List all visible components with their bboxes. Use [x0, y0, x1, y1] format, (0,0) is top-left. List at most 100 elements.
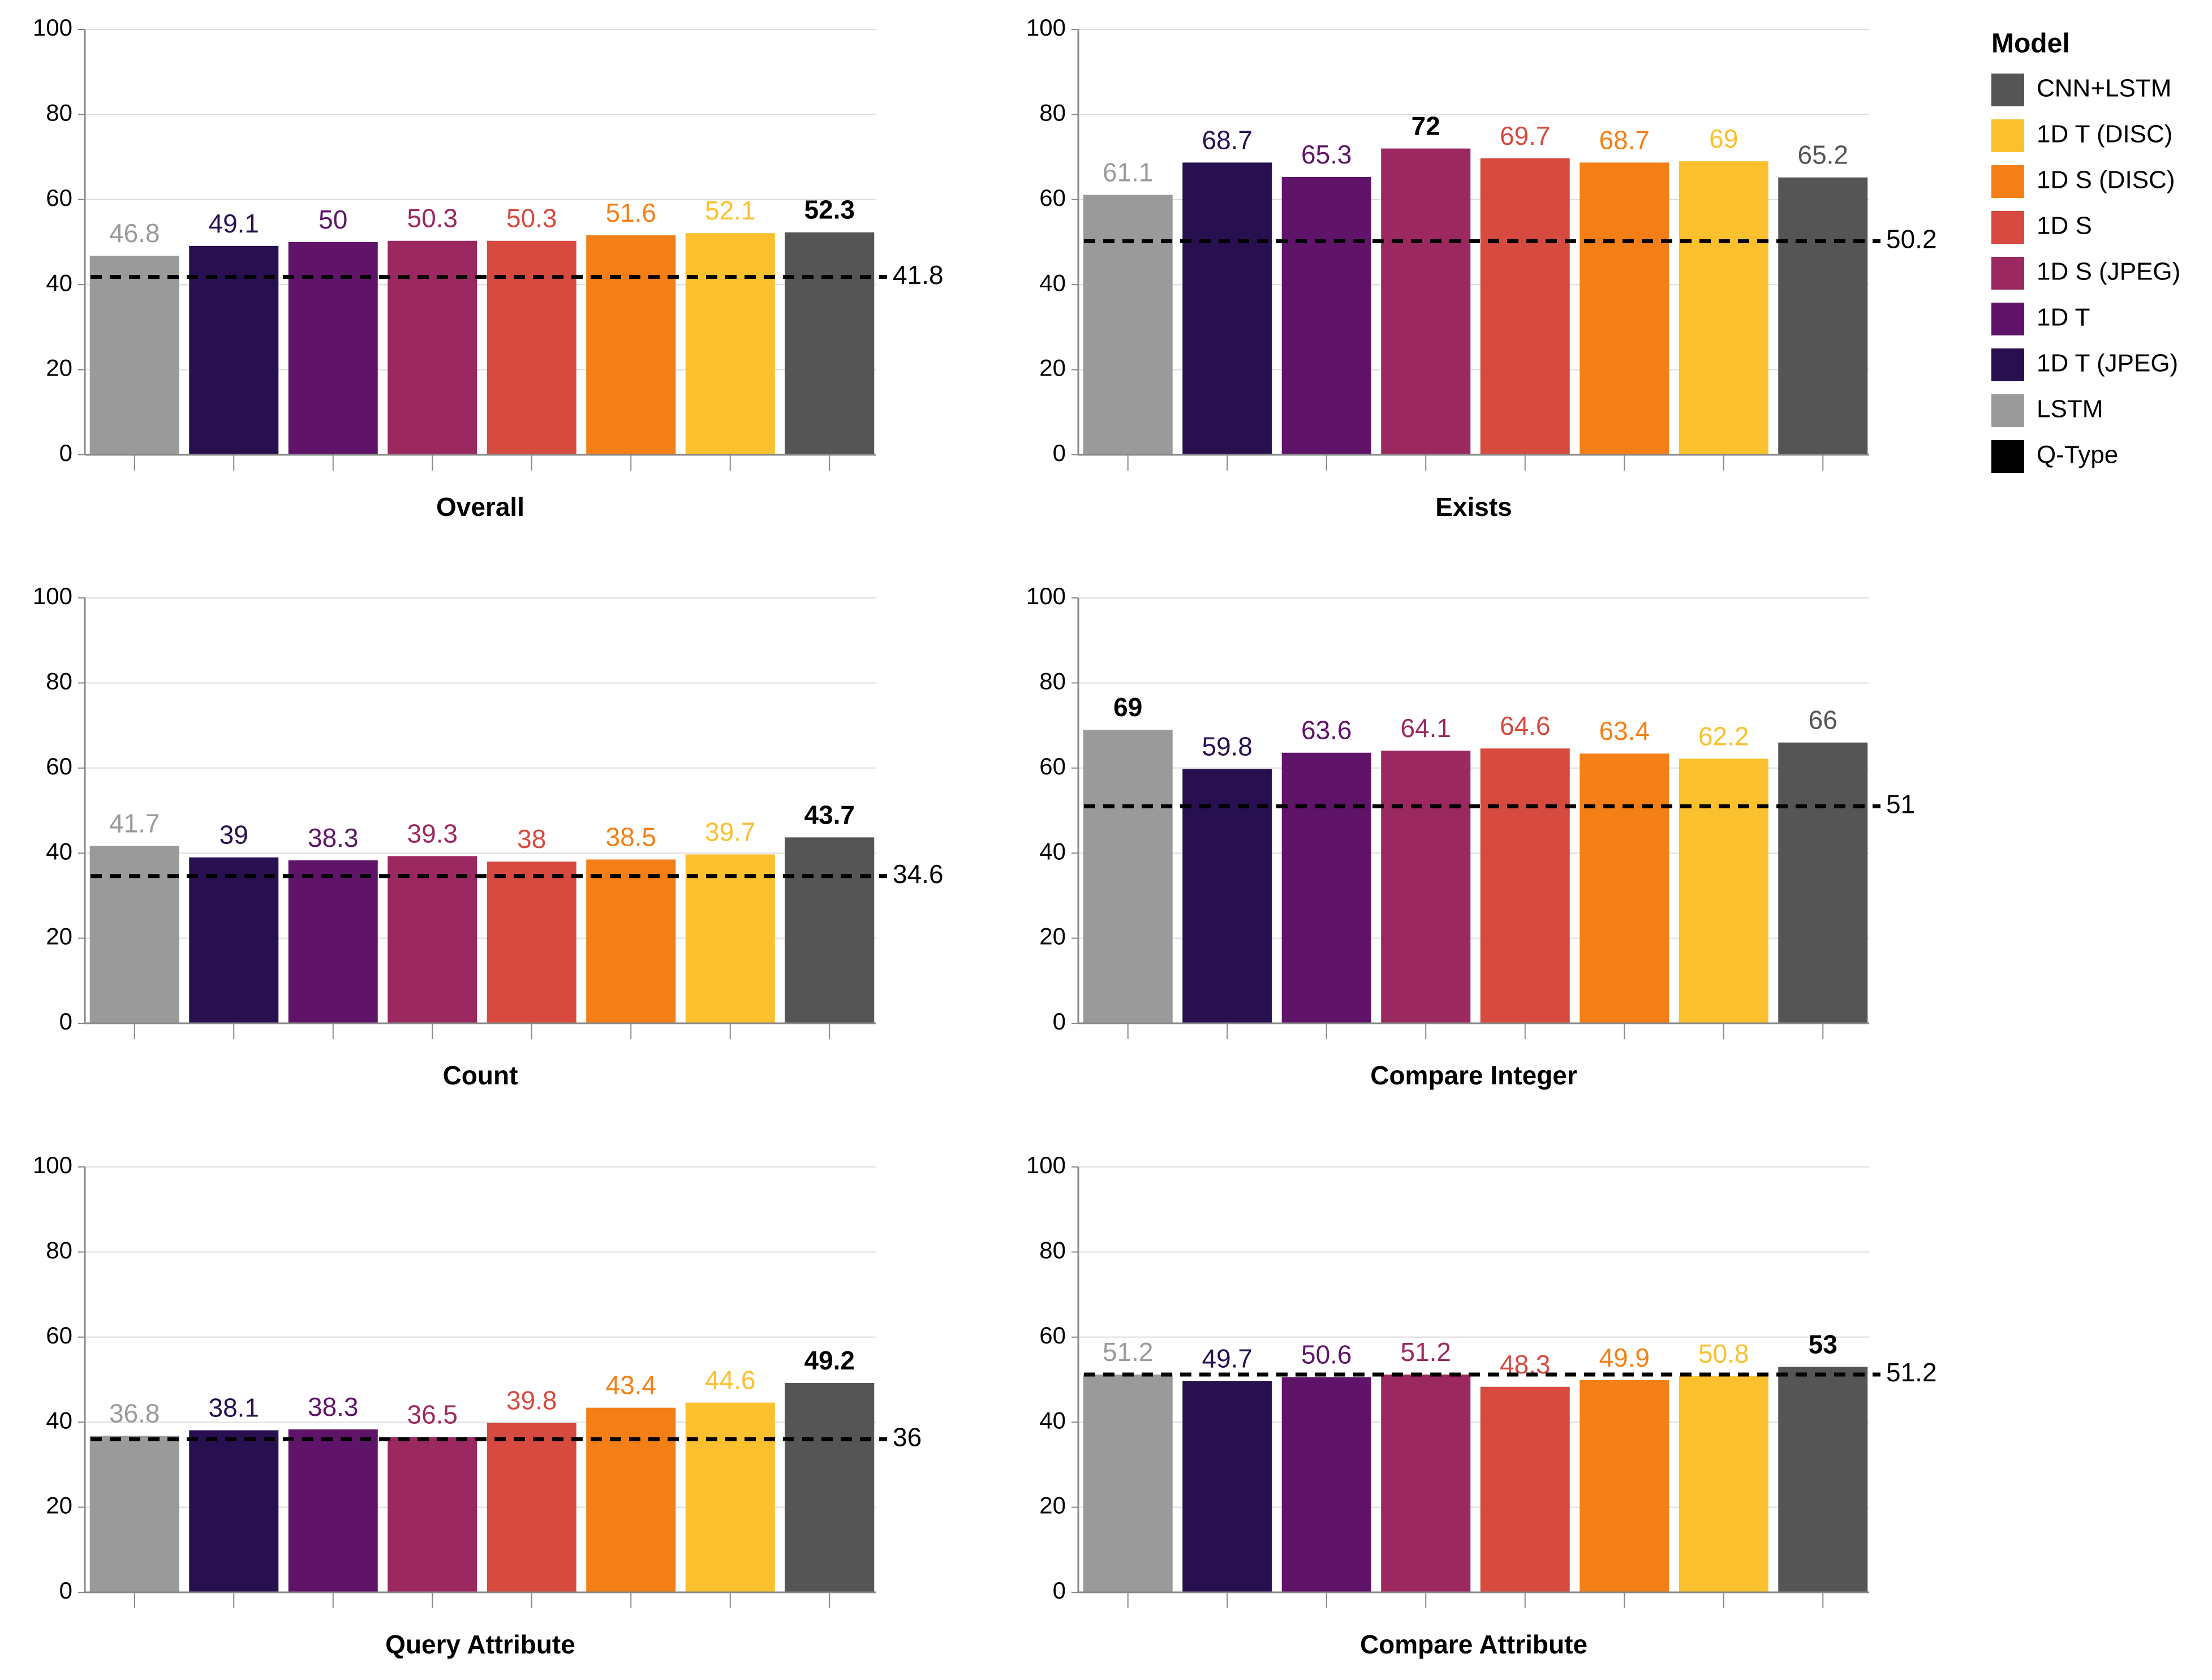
- y-tick-label: 60: [1039, 1322, 1066, 1349]
- data-label: 53: [1809, 1329, 1837, 1359]
- legend-swatch: [1991, 119, 2024, 152]
- legend-swatch: [1991, 74, 2024, 106]
- bar-cnn-lstm: [1778, 177, 1868, 455]
- legend-swatch: [1991, 348, 2024, 381]
- legend-title: Model: [1991, 29, 2070, 59]
- bar-1d-t: [1281, 1377, 1371, 1592]
- bar-1d-s-disc: [586, 1407, 676, 1592]
- data-label: 61.1: [1103, 158, 1154, 187]
- data-label: 69: [1709, 124, 1738, 153]
- data-label: 49.9: [1599, 1343, 1650, 1372]
- y-tick-label: 40: [1039, 269, 1066, 296]
- y-tick-label: 20: [1039, 923, 1066, 950]
- chart-panel-1: 0 20 40 60 80 100 46.8 49.1 50 50.3 50.3 51.6 52.1 52…: [33, 14, 944, 522]
- y-tick-label: 60: [1039, 184, 1066, 211]
- data-label: 49.7: [1202, 1343, 1253, 1373]
- qtype-reference-label: 41.8: [893, 260, 944, 290]
- y-tick-label: 60: [46, 1322, 72, 1349]
- bar-1d-s: [487, 240, 576, 455]
- data-label: 52.3: [804, 195, 855, 225]
- y-tick-label: 40: [1039, 838, 1066, 864]
- bar-cnn-lstm: [785, 837, 875, 1023]
- data-label: 39.7: [705, 817, 756, 846]
- data-label: 38.3: [308, 1392, 359, 1421]
- y-tick-label: 0: [1053, 440, 1066, 466]
- y-tick-label: 0: [59, 1008, 72, 1035]
- bar-1d-t: [288, 242, 378, 455]
- bar-lstm: [89, 1436, 179, 1592]
- y-tick-label: 0: [1053, 1577, 1066, 1604]
- bar-1d-t-disc: [685, 1402, 775, 1592]
- legend-label: 1D T: [2037, 304, 2090, 331]
- y-tick-label: 100: [33, 14, 72, 41]
- y-tick-label: 80: [1039, 99, 1066, 126]
- legend-swatch: [1991, 440, 2024, 473]
- bar-1d-t-disc: [1679, 1376, 1768, 1592]
- y-tick-label: 100: [1026, 1152, 1066, 1178]
- y-tick-label: 60: [1039, 753, 1066, 779]
- y-tick-label: 0: [59, 1577, 72, 1604]
- data-label: 36.8: [109, 1398, 160, 1428]
- data-label: 36.5: [407, 1400, 458, 1429]
- data-label: 46.8: [109, 218, 160, 248]
- y-tick-label: 80: [46, 1237, 72, 1263]
- chart-panel-3: 0 20 40 60 80 100 41.7 39 38.3 39.3 38 38.5 39.7 43.7…: [33, 583, 944, 1090]
- data-label: 38.5: [605, 822, 656, 851]
- data-label: 72: [1411, 111, 1440, 141]
- bar-1d-s-disc: [1580, 162, 1669, 455]
- panel-title: Compare Integer: [1370, 1061, 1577, 1090]
- data-label: 51.6: [605, 198, 656, 227]
- bar-1d-s-disc: [586, 859, 676, 1023]
- bar-1d-t: [1281, 752, 1371, 1023]
- bar-1d-s-jpeg: [1381, 750, 1471, 1023]
- bar-1d-t: [288, 1429, 378, 1592]
- data-label: 38.1: [208, 1393, 259, 1422]
- qtype-reference-label: 34.6: [893, 859, 944, 889]
- data-label: 62.2: [1698, 721, 1749, 751]
- data-label: 68.7: [1202, 125, 1253, 154]
- bar-lstm: [1083, 730, 1173, 1023]
- bar-1d-t-jpeg: [1182, 1381, 1272, 1592]
- data-label: 69: [1113, 692, 1142, 722]
- panel-title: Compare Attribute: [1360, 1630, 1587, 1659]
- qtype-reference-label: 50.2: [1886, 225, 1937, 254]
- bar-lstm: [89, 846, 179, 1023]
- legend-swatch: [1991, 394, 2024, 427]
- panel-title: Query Attribute: [385, 1630, 575, 1659]
- legend-swatch: [1991, 165, 2024, 198]
- y-tick-label: 40: [46, 1407, 72, 1433]
- data-label: 50: [319, 205, 347, 234]
- y-tick-label: 20: [46, 355, 72, 381]
- data-label: 63.6: [1301, 716, 1352, 745]
- bar-1d-s-jpeg: [388, 240, 477, 455]
- y-tick-label: 80: [46, 667, 72, 694]
- bar-1d-s: [1480, 1386, 1570, 1592]
- bar-1d-t-jpeg: [189, 857, 279, 1023]
- bar-cnn-lstm: [785, 1383, 875, 1592]
- bar-cnn-lstm: [785, 232, 875, 455]
- chart-panel-5: 0 20 40 60 80 100 36.8 38.1 38.3 36.5 39.8 43.4 44.6…: [33, 1152, 922, 1659]
- bar-1d-t-jpeg: [189, 245, 279, 455]
- bar-1d-s-jpeg: [1381, 148, 1471, 455]
- bar-1d-s-jpeg: [388, 1437, 477, 1592]
- data-label: 52.1: [705, 196, 756, 225]
- data-label: 69.7: [1500, 121, 1551, 150]
- legend-label: 1D S (JPEG): [2037, 258, 2180, 286]
- y-tick-label: 80: [1039, 1237, 1066, 1263]
- bar-1d-s-disc: [1580, 1380, 1669, 1592]
- data-label: 49.1: [208, 209, 259, 238]
- bar-1d-t-jpeg: [189, 1430, 279, 1592]
- bar-1d-s-disc: [1580, 753, 1669, 1023]
- bar-1d-t-disc: [685, 854, 775, 1023]
- data-label: 43.4: [605, 1371, 656, 1400]
- bar-1d-s-jpeg: [388, 856, 477, 1023]
- data-label: 68.7: [1599, 125, 1650, 154]
- data-label: 50.6: [1301, 1339, 1352, 1369]
- data-label: 39.3: [407, 819, 458, 848]
- y-tick-label: 0: [1053, 1008, 1066, 1035]
- data-label: 64.6: [1500, 711, 1551, 740]
- y-tick-label: 20: [46, 923, 72, 950]
- panel-title: Exists: [1435, 492, 1512, 522]
- data-label: 50.8: [1698, 1339, 1749, 1368]
- bar-1d-t-disc: [685, 233, 775, 455]
